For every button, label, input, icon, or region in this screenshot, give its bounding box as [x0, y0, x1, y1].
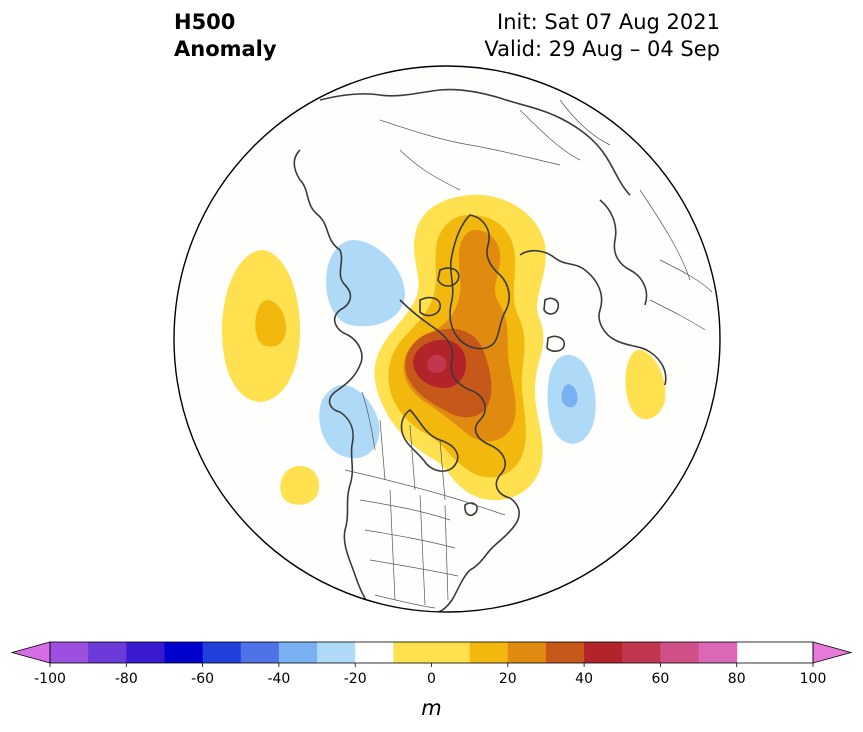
init-date: Init: Sat 07 Aug 2021 — [497, 10, 720, 34]
colorbar-segment — [126, 642, 165, 663]
colorbar-tick-label: 80 — [728, 671, 746, 687]
colorbar-segment — [50, 642, 89, 663]
border-europe-1 — [639, 189, 691, 281]
political-borders — [344, 99, 713, 609]
border-canada-provinces — [379, 419, 446, 501]
colorbar-segment — [622, 642, 661, 663]
colorbar-tick-label: 20 — [499, 671, 517, 687]
coast-svalbard — [543, 297, 560, 315]
polar-map — [173, 65, 721, 613]
coast-hudson — [399, 299, 511, 499]
border-us-states-4 — [389, 489, 449, 606]
colorbar-tick-label: 40 — [575, 671, 593, 687]
colorbar-segment — [202, 642, 242, 663]
colorbar-tick-label: -80 — [115, 671, 138, 687]
map-boundary — [173, 65, 721, 613]
colorbar-segment — [660, 642, 700, 663]
chart-title-right: Init: Sat 07 Aug 2021 Valid: 29 Aug – 04… — [484, 9, 720, 63]
colorbar-segments — [50, 642, 738, 663]
border-asia-1 — [519, 109, 581, 161]
coast-us-east — [431, 569, 471, 612]
anomaly-pos-arctic-60 — [427, 354, 447, 374]
colorbar-segment — [164, 642, 204, 663]
coast-siberia — [319, 88, 631, 196]
anomaly-contours — [222, 194, 666, 505]
anomaly-pos-europe — [625, 349, 666, 420]
border-canada-us — [344, 469, 506, 516]
title-variable: H500 — [174, 10, 236, 34]
anomaly-neg-atlantic-core — [561, 384, 578, 408]
coast-archipelago-1 — [419, 296, 441, 317]
colorbar-tick-label: -40 — [267, 671, 290, 687]
colorbar-segment — [507, 642, 547, 663]
title-field: Anomaly — [174, 37, 277, 61]
border-mexico — [374, 594, 436, 609]
valid-range: Valid: 29 Aug – 04 Sep — [484, 37, 720, 61]
colorbar-segment — [698, 642, 738, 663]
colorbar-segment — [88, 642, 127, 663]
colorbar-ticks: -100 -80 -60 -40 -20 0 20 40 60 80 100 — [34, 663, 826, 687]
colorbar-under-arrow — [10, 641, 51, 664]
colorbar-segment — [469, 642, 509, 663]
colorbar-segment — [393, 642, 471, 663]
colorbar-tick-label: 60 — [651, 671, 669, 687]
coast-east-canada — [469, 497, 520, 571]
colorbar-tick-label: 100 — [800, 671, 827, 687]
coast-canada-west — [339, 411, 373, 611]
chart-title-left: H500 Anomaly — [174, 9, 277, 63]
colorbar-tick-label: 0 — [427, 671, 436, 687]
coast-alaska — [299, 179, 363, 413]
colorbar-unit: m — [421, 696, 442, 720]
border-us-states-3 — [369, 559, 459, 577]
coast-scandinavia — [599, 199, 648, 306]
colorbar-tick-label: -20 — [344, 671, 367, 687]
coast-iceland — [546, 335, 566, 352]
coastlines — [293, 88, 667, 612]
border-asia-2 — [559, 99, 611, 146]
colorbar-tick-label: -60 — [191, 671, 214, 687]
border-russia-1 — [379, 119, 561, 166]
colorbar-segment — [584, 642, 623, 663]
coast-archipelago-2 — [437, 267, 460, 287]
colorbar: -100 -80 -60 -40 -20 0 20 40 60 80 100 — [10, 641, 853, 687]
coast-chukotka — [293, 149, 301, 181]
colorbar-tick-label: -100 — [34, 671, 66, 687]
border-us-states-1 — [359, 499, 451, 521]
colorbar-segment — [278, 642, 318, 663]
colorbar-segment — [355, 642, 394, 663]
border-europe-3 — [659, 259, 713, 293]
anomaly-pos-pacific-core — [255, 300, 287, 347]
border-alaska-canada — [361, 391, 376, 451]
coast-hudson-bay — [400, 409, 459, 472]
colorbar-segment — [240, 642, 280, 663]
colorbar-segment — [545, 642, 585, 663]
colorbar-over-arrow — [812, 641, 853, 664]
border-russia-2 — [399, 149, 461, 191]
coast-great-lakes — [464, 502, 478, 517]
anomaly-pos-subtropical — [280, 466, 320, 505]
border-europe-2 — [649, 299, 706, 331]
coast-eurasia — [519, 249, 667, 386]
anomaly-neg-bering — [326, 240, 405, 327]
colorbar-segment — [317, 642, 356, 663]
